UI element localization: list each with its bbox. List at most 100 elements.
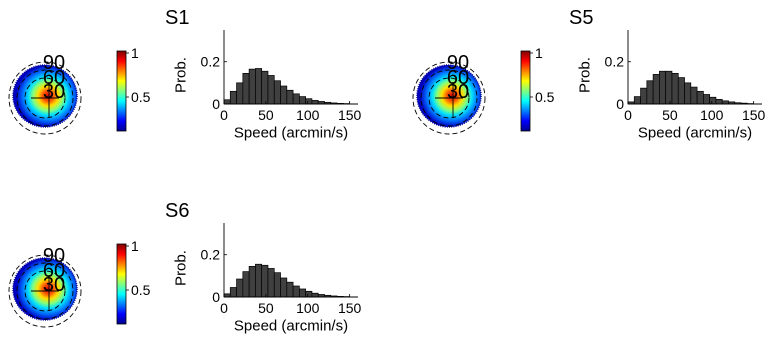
histogram-bar xyxy=(255,263,263,298)
histogram: 0 0.2 0 50 100 150 Speed (arcmin/s) Prob. xyxy=(577,30,766,142)
histogram-bar xyxy=(242,72,250,105)
polar-ring-outer xyxy=(8,61,82,135)
density-blob xyxy=(416,64,482,128)
y-tick-label: 0.2 xyxy=(201,54,221,70)
histogram: 0 0.2 0 50 100 150 Speed (arcmin/s) Prob. xyxy=(173,223,362,335)
y-tick-label: 0.2 xyxy=(201,247,221,263)
polar-label-60: 60 xyxy=(43,260,65,282)
colorbar-gradient xyxy=(520,50,531,132)
histogram-bar xyxy=(273,80,281,105)
polar-label-90: 90 xyxy=(43,245,65,267)
y-tick-label: 0.2 xyxy=(605,54,625,70)
x-tick-label: 150 xyxy=(338,300,362,316)
histogram-bar xyxy=(280,277,288,298)
histogram-bar xyxy=(292,93,300,105)
histogram-bar xyxy=(267,268,275,298)
histogram-bar xyxy=(709,96,717,105)
x-tick-label: 50 xyxy=(258,300,274,316)
polar-label-60: 60 xyxy=(447,67,469,89)
colorbar: 10.5 xyxy=(116,45,151,132)
histogram-bar xyxy=(255,68,263,105)
panel-title: S5 xyxy=(569,7,593,29)
histogram-bar xyxy=(721,100,729,105)
x-tick-label: 50 xyxy=(258,107,274,123)
x-tick-label: 100 xyxy=(296,107,320,123)
x-tick-label: 100 xyxy=(296,300,320,316)
colorbar: 10.5 xyxy=(520,45,555,132)
panel-title: S1 xyxy=(165,7,189,29)
histogram-bar xyxy=(640,87,648,105)
polar-ring-inner xyxy=(24,270,66,312)
histogram-bar xyxy=(236,82,244,105)
colorbar-tick-label: 0.5 xyxy=(131,89,151,105)
colorbar: 10.5 xyxy=(116,238,151,325)
polar-ring-middle xyxy=(420,69,478,127)
density-blob xyxy=(12,257,78,321)
histogram-bar xyxy=(696,90,704,105)
polar-ring-outer xyxy=(412,61,486,135)
histogram-bar xyxy=(229,90,237,105)
polar-ring-outer xyxy=(8,254,82,328)
histogram-bar xyxy=(248,265,256,298)
y-axis-label: Prob. xyxy=(173,57,190,93)
histogram-bar xyxy=(299,96,307,105)
histogram-bar xyxy=(242,271,250,298)
y-axis-label: Prob. xyxy=(577,57,594,93)
polar-label-90: 90 xyxy=(43,52,65,74)
panel-title: S6 xyxy=(165,200,189,222)
histogram-bar xyxy=(280,85,288,105)
histogram-bar xyxy=(665,70,673,105)
y-tick-label: 0 xyxy=(212,289,220,305)
x-axis-label: Speed (arcmin/s) xyxy=(234,125,348,142)
x-axis-label: Speed (arcmin/s) xyxy=(638,125,752,142)
x-tick-label: 0 xyxy=(624,107,632,123)
histogram-bar xyxy=(248,68,256,105)
histogram-bar xyxy=(223,99,231,105)
polar-ring-inner xyxy=(428,77,470,119)
colorbar-tick-label: 0.5 xyxy=(131,282,151,298)
polar-label-30: 30 xyxy=(447,81,469,103)
x-tick-label: 100 xyxy=(700,107,724,123)
histogram-bar xyxy=(652,74,660,105)
density-blob xyxy=(12,64,78,128)
polar-ring-middle xyxy=(16,69,74,127)
histogram-bar xyxy=(286,89,294,105)
x-tick-label: 150 xyxy=(742,107,766,123)
x-tick-label: 0 xyxy=(220,300,228,316)
polar-ring-inner xyxy=(24,77,66,119)
colorbar-tick-label: 1 xyxy=(131,45,139,61)
histogram-bar xyxy=(715,98,723,105)
polar-label-30: 30 xyxy=(43,274,65,296)
colorbar-tick-label: 1 xyxy=(131,238,139,254)
histogram-bar xyxy=(311,292,319,298)
colorbar-gradient xyxy=(116,243,127,325)
histogram-bar xyxy=(311,100,319,105)
x-tick-label: 150 xyxy=(338,107,362,123)
histogram-bar xyxy=(223,293,231,298)
histogram-bar xyxy=(267,75,275,105)
histogram-bar xyxy=(305,290,313,298)
y-tick-label: 0 xyxy=(212,96,220,112)
histogram-bar xyxy=(305,98,313,105)
histogram-bar xyxy=(671,72,679,105)
y-axis-label: Prob. xyxy=(173,250,190,286)
histogram-bar xyxy=(261,70,269,105)
histogram-bar xyxy=(684,82,692,105)
colorbar-gradient xyxy=(116,50,127,132)
polar-label-60: 60 xyxy=(43,67,65,89)
x-tick-label: 0 xyxy=(220,107,228,123)
histogram-bar xyxy=(659,70,667,105)
histogram-bar xyxy=(273,272,281,298)
histogram-bar xyxy=(690,86,698,105)
histogram-bar xyxy=(229,287,237,298)
polar-ring-middle xyxy=(16,262,74,320)
x-axis-label: Speed (arcmin/s) xyxy=(234,318,348,335)
polar-label-90: 90 xyxy=(447,52,469,74)
histogram: 0 0.2 0 50 100 150 Speed (arcmin/s) Prob. xyxy=(173,30,362,142)
